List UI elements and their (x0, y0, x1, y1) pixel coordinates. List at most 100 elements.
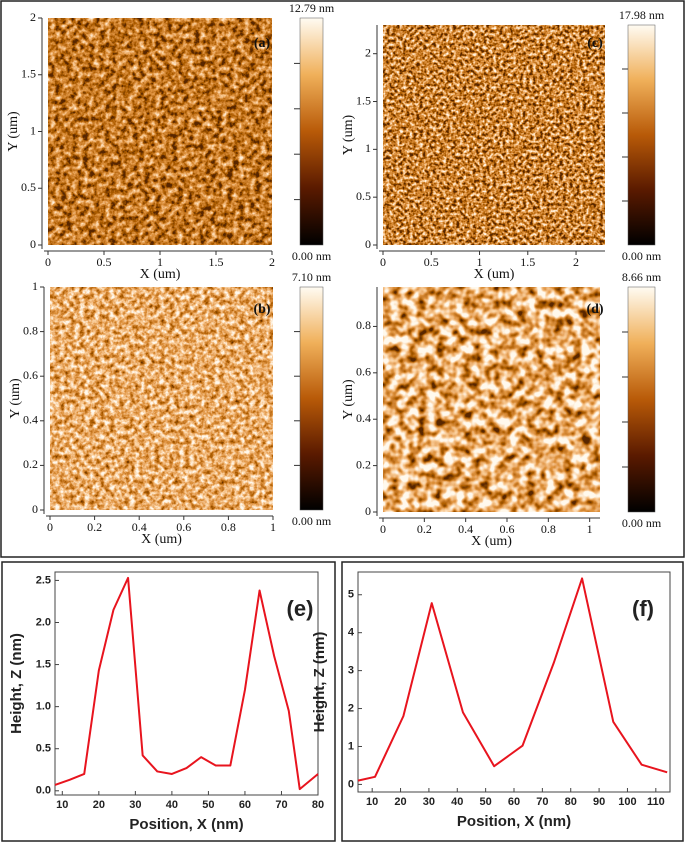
y-tick-label: 1 (30, 123, 36, 137)
y-tick-label: 1.0 (36, 701, 51, 713)
x-axis-label: X (um) (474, 267, 515, 282)
y-tick-label: 1.5 (36, 658, 51, 670)
colorbar (299, 17, 324, 246)
x-tick-label: 1 (587, 522, 593, 536)
y-tick-label: 0.6 (356, 365, 371, 379)
x-tick-label: 0 (380, 255, 386, 269)
x-tick-label: 0.4 (458, 522, 473, 536)
y-tick-label: 0.0 (36, 785, 51, 797)
x-tick-label: 40 (451, 796, 463, 808)
x-tick-label: 20 (93, 799, 105, 811)
x-tick-label: 80 (565, 796, 577, 808)
colorbar-label: 8.66 nm (622, 270, 662, 284)
y-tick-label: 0.8 (23, 323, 38, 337)
x-tick-label: 0.2 (87, 520, 102, 534)
colorbar (627, 24, 656, 246)
colorbar-label: 12.79 nm (289, 1, 335, 15)
x-tick-label: 0.6 (176, 520, 191, 534)
y-tick-label: 0.4 (356, 411, 371, 425)
y-tick-label: 3 (348, 665, 354, 677)
y-tick-label: 0.2 (23, 457, 38, 471)
y-tick-label: 5 (348, 589, 354, 601)
x-tick-label: 1.5 (209, 255, 224, 269)
x-tick-label: 0.5 (424, 255, 439, 269)
x-tick-label: 80 (312, 799, 324, 811)
y-tick-label: 0 (32, 502, 38, 516)
x-tick-label: 60 (508, 796, 520, 808)
x-tick-label: 1 (157, 255, 163, 269)
y-axis-label: Y (um) (6, 111, 21, 152)
x-tick-label: 1.5 (520, 255, 535, 269)
colorbar-label: 0.00 nm (292, 514, 332, 528)
y-tick-label: 1.5 (356, 93, 371, 107)
x-tick-label: 0.4 (132, 520, 147, 534)
frame-top (0, 0, 685, 558)
y-tick-label: 0.6 (23, 368, 38, 382)
x-tick-label: 0.5 (97, 255, 112, 269)
panel-label: (a) (254, 36, 271, 51)
afm-panel: 0 0.5 1 1.5 2 0 0.5 1 1.5 2 X (um) Y (um) (c) 17.98 n… (341, 8, 665, 282)
y-axis-label: Height, Z (nm) (8, 633, 25, 734)
panel-label: (e) (287, 596, 314, 621)
y-tick-label: 1 (365, 141, 371, 155)
x-tick-label: 90 (593, 796, 605, 808)
y-tick-label: 0.5 (21, 180, 36, 194)
x-tick-label: 70 (275, 799, 287, 811)
y-tick-label: 4 (348, 627, 355, 639)
x-tick-label: 30 (423, 796, 435, 808)
x-tick-label: 2 (573, 255, 579, 269)
y-tick-label: 0 (365, 504, 371, 518)
y-tick-label: 2 (348, 702, 354, 714)
afm-image (50, 287, 273, 510)
y-tick-label: 0.2 (356, 457, 371, 471)
x-tick-label: 1 (270, 520, 276, 534)
colorbar (299, 286, 324, 511)
panel-label: (f) (632, 596, 654, 621)
x-tick-label: 10 (366, 796, 378, 808)
afm-panel: 0 0.2 0.4 0.6 0.8 1 0 0.2 0.4 0.6 0.8 X (um) Y (um) (… (341, 270, 662, 549)
colorbar-label: 0.00 nm (622, 516, 662, 530)
profile-panel: 10 20 30 40 50 60 70 80 0.0 0.5 1.0 1.5 2.0 2.5 Positi… (8, 571, 324, 833)
colorbar-label: 7.10 nm (292, 270, 332, 284)
panel-label: (c) (587, 36, 603, 51)
x-tick-label: 2 (269, 255, 275, 269)
x-tick-label: 50 (480, 796, 492, 808)
x-tick-label: 0.8 (541, 522, 556, 536)
y-axis-label: Height, Z (nm) (311, 632, 328, 733)
y-tick-label: 2 (365, 45, 371, 59)
x-tick-label: 30 (129, 799, 141, 811)
afm-panel: 0 0.5 1 1.5 2 0 0.5 1 1.5 2 X (um) Y (um) (a) 12.79 n… (6, 1, 335, 282)
x-axis-label: Position, X (nm) (457, 813, 571, 830)
x-axis-label: X (um) (141, 532, 182, 547)
x-axis-label: X (um) (140, 267, 181, 282)
x-tick-label: 1 (477, 255, 483, 269)
x-axis-label: X (um) (471, 534, 512, 549)
x-tick-label: 70 (536, 796, 548, 808)
x-tick-label: 0.8 (221, 520, 236, 534)
frame-f (341, 561, 684, 842)
data-line (357, 577, 668, 782)
colorbar-label: 0.00 nm (622, 249, 662, 263)
x-tick-label: 0 (380, 522, 386, 536)
x-tick-label: 10 (56, 799, 68, 811)
y-tick-label: 2.5 (36, 574, 51, 586)
y-tick-label: 2 (30, 10, 36, 24)
data-line (54, 576, 319, 791)
x-tick-label: 40 (166, 799, 178, 811)
afm-image (48, 18, 272, 245)
colorbar (627, 286, 656, 513)
x-tick-label: 110 (647, 796, 665, 808)
y-tick-label: 2.0 (36, 616, 51, 628)
x-tick-label: 50 (202, 799, 214, 811)
plot-area (54, 571, 319, 796)
panel-label: (b) (253, 302, 270, 317)
x-tick-label: 0 (47, 520, 53, 534)
x-tick-label: 0 (45, 255, 51, 269)
x-tick-label: 0.2 (417, 522, 432, 536)
y-tick-label: 0.5 (36, 743, 51, 755)
x-tick-label: 20 (394, 796, 406, 808)
y-axis-label: Y (um) (341, 379, 356, 420)
colorbar-label: 17.98 nm (619, 8, 665, 22)
x-tick-label: 0.6 (500, 522, 515, 536)
